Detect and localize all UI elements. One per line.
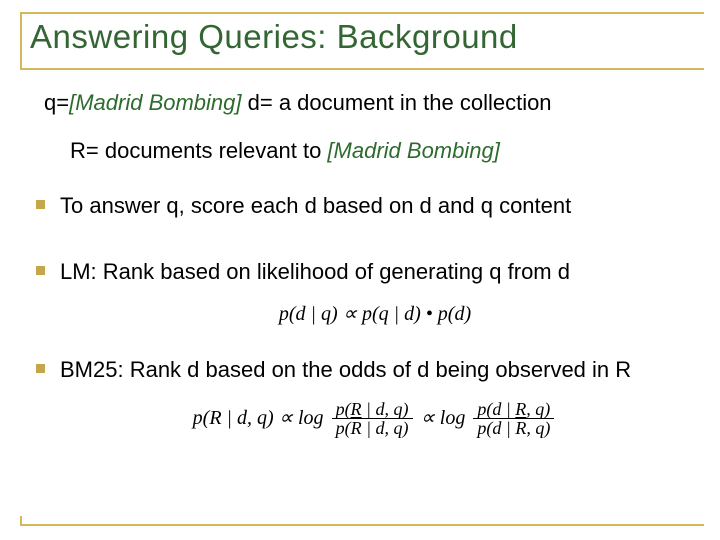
frac2-den: p(d | R, q) bbox=[473, 419, 554, 438]
accent-line-left bbox=[20, 12, 22, 70]
bullet-item: BM25: Rank d based on the odds of d bein… bbox=[30, 356, 706, 384]
q-prefix: q= bbox=[44, 90, 69, 115]
bullet-list: To answer q, score each d based on d and… bbox=[44, 192, 706, 285]
title-block: Answering Queries: Background bbox=[0, 0, 720, 64]
bullet-list-2: BM25: Rank d based on the odds of d bein… bbox=[44, 356, 706, 384]
frac1-num: p(R | d, q) bbox=[332, 400, 413, 420]
content-region: q=[Madrid Bombing] d= a document in the … bbox=[0, 64, 720, 438]
frac1-den: p(R | d, q) bbox=[332, 419, 413, 438]
accent-line-footer bbox=[20, 524, 704, 526]
bullet-item: To answer q, score each d based on d and… bbox=[30, 192, 706, 220]
accent-line-bottom bbox=[20, 68, 704, 70]
fraction-2: p(d | R, q) p(d | R, q) bbox=[473, 400, 554, 439]
accent-line-top bbox=[20, 12, 704, 14]
page-title: Answering Queries: Background bbox=[30, 18, 720, 56]
fraction-1: p(R | d, q) p(R | d, q) bbox=[332, 400, 413, 439]
bullet-item: LM: Rank based on likelihood of generati… bbox=[30, 258, 706, 286]
q-italic: [Madrid Bombing] bbox=[69, 90, 241, 115]
bm25-lhs: p(R | d, q) ∝ log bbox=[193, 406, 324, 428]
r-italic: [Madrid Bombing] bbox=[327, 138, 499, 163]
formula-bm25: p(R | d, q) ∝ log p(R | d, q) p(R | d, q… bbox=[44, 400, 706, 439]
q-suffix: d= a document in the collection bbox=[242, 90, 552, 115]
accent-tick-footer bbox=[20, 516, 22, 526]
frac2-num: p(d | R, q) bbox=[473, 400, 554, 420]
r-prefix: R= documents relevant to bbox=[70, 138, 327, 163]
query-line: q=[Madrid Bombing] d= a document in the … bbox=[44, 90, 706, 116]
formula-lm: p(d | q) ∝ p(q | d) • p(d) bbox=[44, 301, 706, 326]
bm25-mid: ∝ log bbox=[421, 406, 466, 428]
relevance-line: R= documents relevant to [Madrid Bombing… bbox=[70, 138, 706, 164]
